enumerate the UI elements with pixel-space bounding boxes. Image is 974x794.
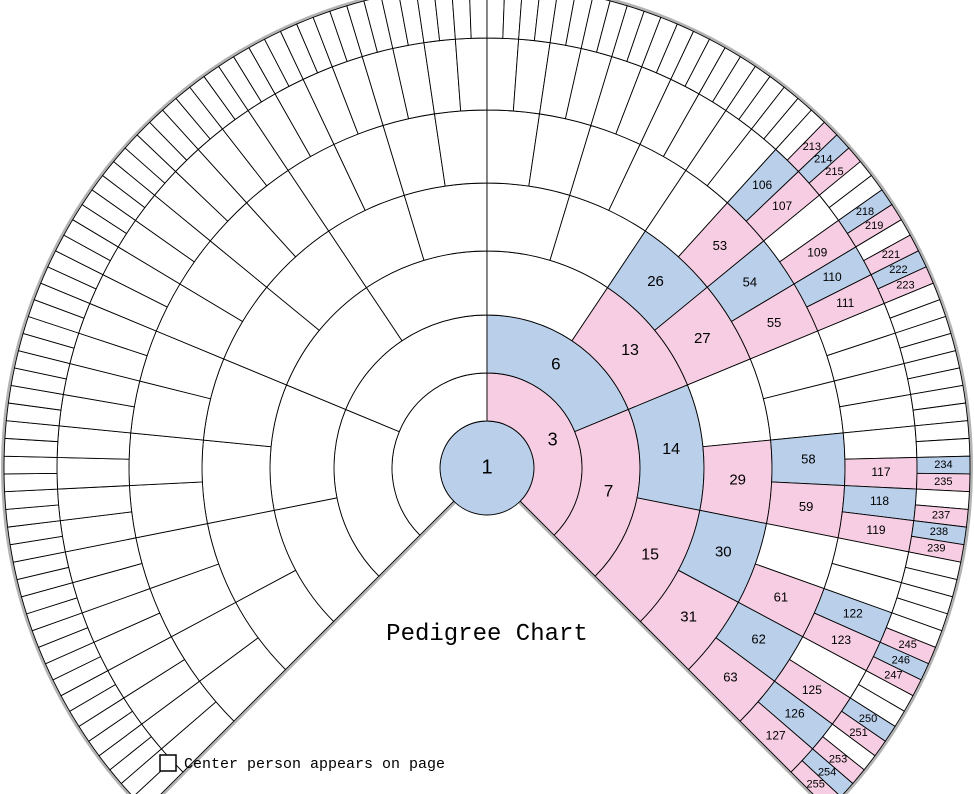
pedigree-label: 14	[662, 441, 680, 458]
pedigree-label: 15	[641, 546, 659, 563]
pedigree-label: 6	[551, 354, 560, 373]
pedigree-label: 1	[481, 456, 492, 478]
pedigree-label: 127	[766, 728, 786, 742]
pedigree-label: 55	[767, 315, 781, 330]
pedigree-label: 221	[882, 249, 900, 261]
pedigree-label: 106	[752, 178, 772, 192]
pedigree-label: 62	[751, 631, 765, 646]
legend-swatch	[160, 755, 176, 771]
pedigree-label: 222	[889, 264, 907, 276]
pedigree-label: 53	[713, 238, 727, 253]
pedigree-label: 7	[604, 482, 613, 501]
pedigree-label: 125	[802, 683, 822, 697]
pedigree-label: 63	[723, 669, 737, 684]
pedigree-label: 251	[849, 727, 867, 739]
pedigree-label: 214	[814, 153, 832, 165]
pedigree-label: 126	[785, 706, 805, 720]
pedigree-label: 122	[843, 606, 863, 620]
pedigree-label: 30	[715, 544, 732, 561]
pedigree-label: 253	[829, 754, 847, 766]
legend-text: Center person appears on page	[184, 756, 445, 773]
pedigree-label: 246	[892, 655, 910, 667]
pedigree-label: 247	[884, 670, 902, 682]
pedigree-label: 123	[831, 633, 851, 647]
pedigree-cell[interactable]	[202, 440, 274, 524]
pedigree-label: 109	[807, 245, 827, 259]
pedigree-label: 235	[934, 476, 952, 488]
pedigree-label: 254	[818, 766, 836, 778]
chart-title: Pedigree Chart	[386, 621, 588, 648]
pedigree-label: 118	[870, 494, 889, 508]
pedigree-label: 111	[836, 296, 855, 310]
pedigree-label: 27	[694, 330, 711, 347]
pedigree-label: 110	[823, 270, 842, 284]
pedigree-cell[interactable]	[469, 0, 487, 38]
pedigree-label: 255	[807, 779, 825, 791]
pedigree-label: 213	[803, 141, 821, 153]
pedigree-fan-chart: 1367131415262729303153545558596162631061…	[0, 0, 974, 794]
pedigree-label: 218	[856, 206, 874, 218]
pedigree-label: 234	[934, 459, 952, 471]
pedigree-label: 59	[799, 499, 813, 514]
pedigree-cell[interactable]	[455, 38, 487, 111]
pedigree-label: 238	[930, 526, 948, 538]
pedigree-label: 223	[896, 279, 914, 291]
pedigree-label: 215	[825, 166, 843, 178]
pedigree-label: 29	[729, 471, 746, 488]
pedigree-label: 26	[647, 273, 664, 290]
pedigree-label: 245	[898, 639, 916, 651]
pedigree-cell[interactable]	[916, 438, 970, 457]
pedigree-label: 239	[927, 543, 945, 555]
pedigree-cell[interactable]	[57, 457, 129, 489]
pedigree-label: 61	[774, 590, 788, 605]
pedigree-label: 107	[772, 199, 792, 213]
pedigree-label: 31	[680, 608, 697, 625]
pedigree-cell[interactable]	[4, 473, 57, 491]
pedigree-cell[interactable]	[487, 0, 505, 38]
pedigree-cell[interactable]	[129, 433, 203, 486]
pedigree-label: 58	[801, 452, 815, 467]
pedigree-label: 237	[932, 509, 950, 521]
pedigree-label: 250	[859, 713, 877, 725]
pedigree-label: 13	[621, 342, 639, 359]
pedigree-label: 117	[871, 465, 890, 479]
pedigree-label: 54	[743, 274, 757, 289]
pedigree-label: 119	[866, 523, 885, 537]
pedigree-cell[interactable]	[4, 456, 57, 474]
pedigree-label: 3	[548, 430, 558, 450]
pedigree-label: 219	[865, 220, 883, 232]
